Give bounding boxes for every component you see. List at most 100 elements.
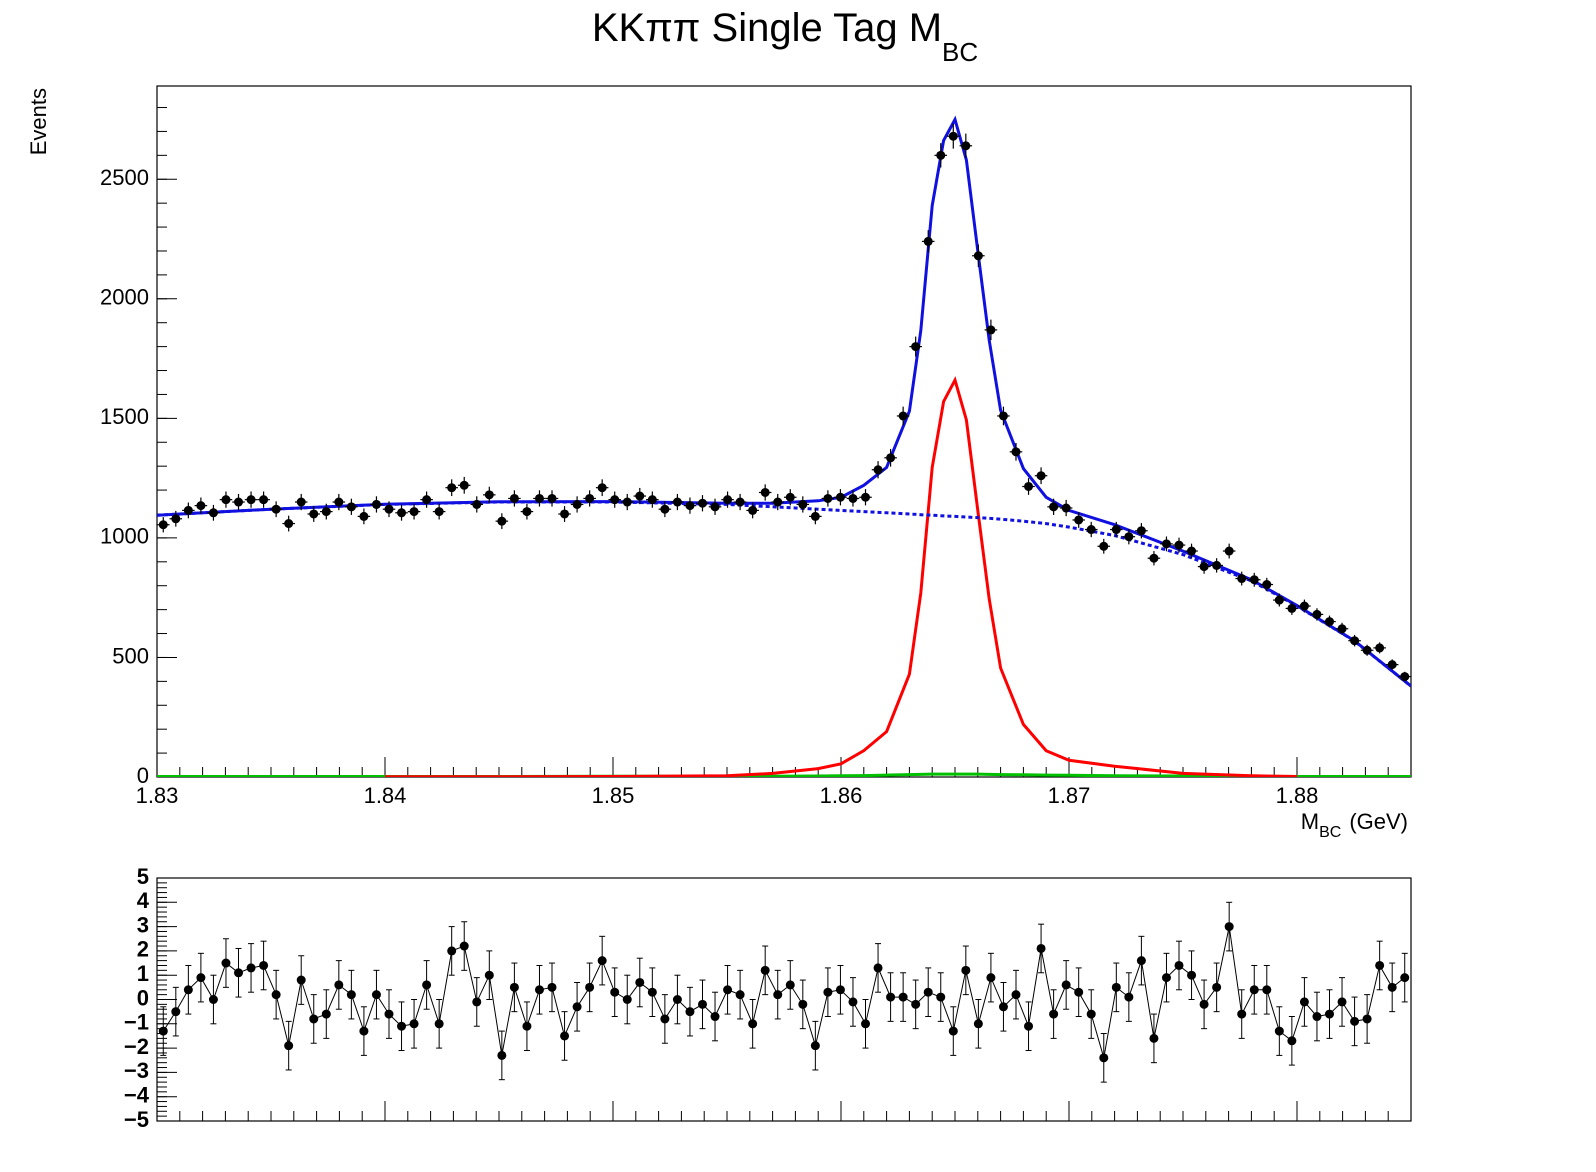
marker (183, 985, 193, 995)
data-point (1310, 608, 1324, 621)
marker (1362, 645, 1372, 655)
marker (760, 965, 770, 975)
pull-point (271, 969, 281, 1020)
pull-point (773, 969, 783, 1020)
marker (748, 1019, 758, 1029)
pull-point (509, 962, 519, 1013)
marker (397, 508, 407, 518)
marker (284, 519, 294, 529)
marker (610, 987, 620, 997)
pull-point (309, 994, 319, 1044)
pull-point (384, 989, 394, 1039)
data-point (909, 336, 922, 357)
data-point (182, 502, 195, 519)
pull-point (961, 945, 971, 996)
marker (246, 495, 256, 505)
data-point (758, 484, 772, 501)
marker (1099, 1053, 1109, 1063)
marker (735, 990, 745, 1000)
marker (371, 990, 381, 1000)
x-tick-label: 1.85 (592, 783, 635, 808)
marker (597, 956, 607, 966)
pull-point (560, 1011, 570, 1061)
pull-point (246, 943, 256, 993)
marker (898, 411, 908, 421)
pull-point (986, 952, 996, 1003)
marker (171, 1007, 181, 1017)
marker (697, 999, 707, 1009)
marker (208, 995, 218, 1004)
marker (961, 965, 971, 975)
marker (810, 1041, 820, 1051)
data-point (620, 493, 634, 511)
data-point (407, 503, 421, 520)
data-point (1222, 543, 1236, 559)
pull-point (547, 962, 557, 1013)
pull-point (610, 967, 620, 1018)
marker (1011, 990, 1021, 1000)
pull-point (1299, 977, 1309, 1027)
x-tick-label: 1.83 (136, 783, 179, 808)
pull-point (259, 940, 269, 991)
pull-point (886, 972, 896, 1022)
data-point (1009, 442, 1023, 461)
pull-point (183, 964, 193, 1015)
marker (835, 492, 845, 502)
x-tick-label: 1.87 (1048, 783, 1091, 808)
data-point (796, 496, 810, 513)
data-point (984, 319, 998, 341)
marker (986, 325, 996, 335)
marker (547, 493, 557, 503)
y-tick-label: 2 (137, 937, 149, 962)
pull-point (710, 991, 720, 1042)
marker (284, 1041, 294, 1051)
marker (1224, 546, 1234, 556)
marker (911, 999, 921, 1009)
marker (1324, 1009, 1334, 1019)
pull-point (1362, 994, 1372, 1044)
marker (861, 492, 871, 502)
marker (973, 1019, 983, 1029)
marker (1174, 960, 1184, 970)
data-point (972, 244, 985, 267)
pull-point (1074, 967, 1084, 1018)
data-point (1135, 523, 1148, 539)
pull-point (1212, 962, 1222, 1013)
marker (886, 453, 896, 463)
y-tick-label: 5 (137, 864, 149, 889)
marker (622, 497, 632, 507)
data-point (608, 491, 621, 508)
pull-point (647, 967, 657, 1018)
marker (1061, 503, 1071, 513)
marker (1299, 997, 1309, 1007)
marker (1287, 603, 1297, 613)
marker (1024, 1021, 1034, 1031)
marker (371, 499, 381, 509)
data-point (1247, 572, 1261, 587)
marker (1149, 1033, 1159, 1043)
data-point (1398, 671, 1411, 682)
pull-point (723, 964, 733, 1015)
marker (1099, 541, 1109, 551)
data-point (1072, 512, 1085, 528)
data-point (445, 479, 458, 497)
marker (158, 520, 168, 530)
pull-line (162, 926, 1406, 1058)
marker (986, 973, 996, 983)
pull-point (835, 964, 845, 1015)
marker (1061, 980, 1071, 990)
data-point (1348, 634, 1361, 647)
pull-point (447, 926, 457, 976)
marker (848, 493, 858, 503)
marker (610, 495, 620, 505)
data-point (1160, 536, 1173, 552)
data-point (1323, 615, 1336, 628)
pull-point (1400, 952, 1410, 1003)
pull-point (597, 935, 607, 986)
marker (547, 982, 557, 992)
data-point (658, 501, 672, 518)
marker (936, 150, 946, 160)
marker (1149, 553, 1159, 563)
pull-point (622, 974, 632, 1025)
marker (723, 985, 733, 995)
